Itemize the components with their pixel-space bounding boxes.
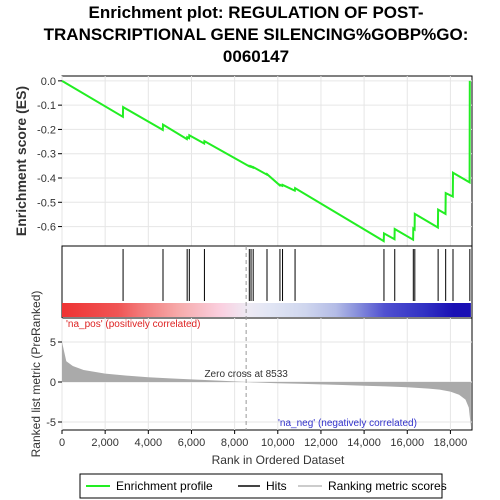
legend-label-hits: Hits [266,479,287,493]
chart-title: Enrichment plot: REGULATION OF POST- TRA… [44,3,469,66]
metric-tick-label: 5 [50,337,56,349]
title-line-2: TRANSCRIPTIONAL GENE SILENCING%GOBP%GO: [44,25,469,44]
es-tick-label: -0.2 [37,124,56,136]
x-axis-label: Rank in Ordered Dataset [212,453,345,467]
x-tick-label: 18,000 [434,437,468,449]
legend: Enrichment profile Hits Ranking metric s… [79,473,447,499]
es-panel-frame [61,75,473,247]
es-tick-label: -0.1 [37,100,56,112]
x-tick-label: 10,000 [261,437,295,449]
hit-markers [122,249,471,301]
es-tick-label: -0.4 [37,173,56,185]
zero-cross-label: Zero cross at 8533 [204,369,288,380]
negative-correlation-label: 'na_neg' (negatively correlated) [278,418,417,429]
x-tick-label: 0 [59,437,65,449]
es-tick-label: -0.3 [37,149,56,161]
es-tick-label: -0.5 [37,197,56,209]
legend-label-metric: Ranking metric scores [328,479,447,493]
es-y-axis-label: Enrichment score (ES) [13,86,29,236]
metric-y-axis-label: Ranked list metric (PreRanked) [29,291,43,458]
x-tick-label: 14,000 [347,437,381,449]
x-tick-label: 8,000 [221,437,249,449]
ranking-metric-area [62,342,471,427]
enrichment-profile-line [61,80,471,243]
x-tick-label: 12,000 [304,437,338,449]
metric-tick-label: 0 [50,377,56,389]
metric-y-axis-ticks: 5 0 -5 [46,337,62,429]
legend-box [79,473,443,499]
x-axis-ticks: 0 2,000 4,000 6,000 8,000 10,000 12,000 14,000 1… [59,430,467,449]
es-tick-label: -0.6 [37,222,56,234]
positive-correlation-label: 'na_pos' (positively correlated) [66,319,200,330]
legend-label-profile: Enrichment profile [116,479,213,493]
x-tick-label: 6,000 [178,437,206,449]
x-tick-label: 16,000 [390,437,424,449]
metric-tick-label: -5 [46,417,56,429]
es-gridlines [61,76,472,246]
title-line-3: 0060147 [223,47,289,66]
es-tick-label: 0.0 [41,76,56,88]
ranking-heatmap-bar [62,303,471,317]
metric-panel-frame [61,317,473,431]
x-tick-label: 4,000 [135,437,163,449]
title-line-1: Enrichment plot: REGULATION OF POST- [89,3,424,22]
x-tick-label: 2,000 [91,437,119,449]
es-y-axis-ticks: 0.0 -0.1 -0.2 -0.3 -0.4 -0.5 -0.6 [37,76,62,234]
